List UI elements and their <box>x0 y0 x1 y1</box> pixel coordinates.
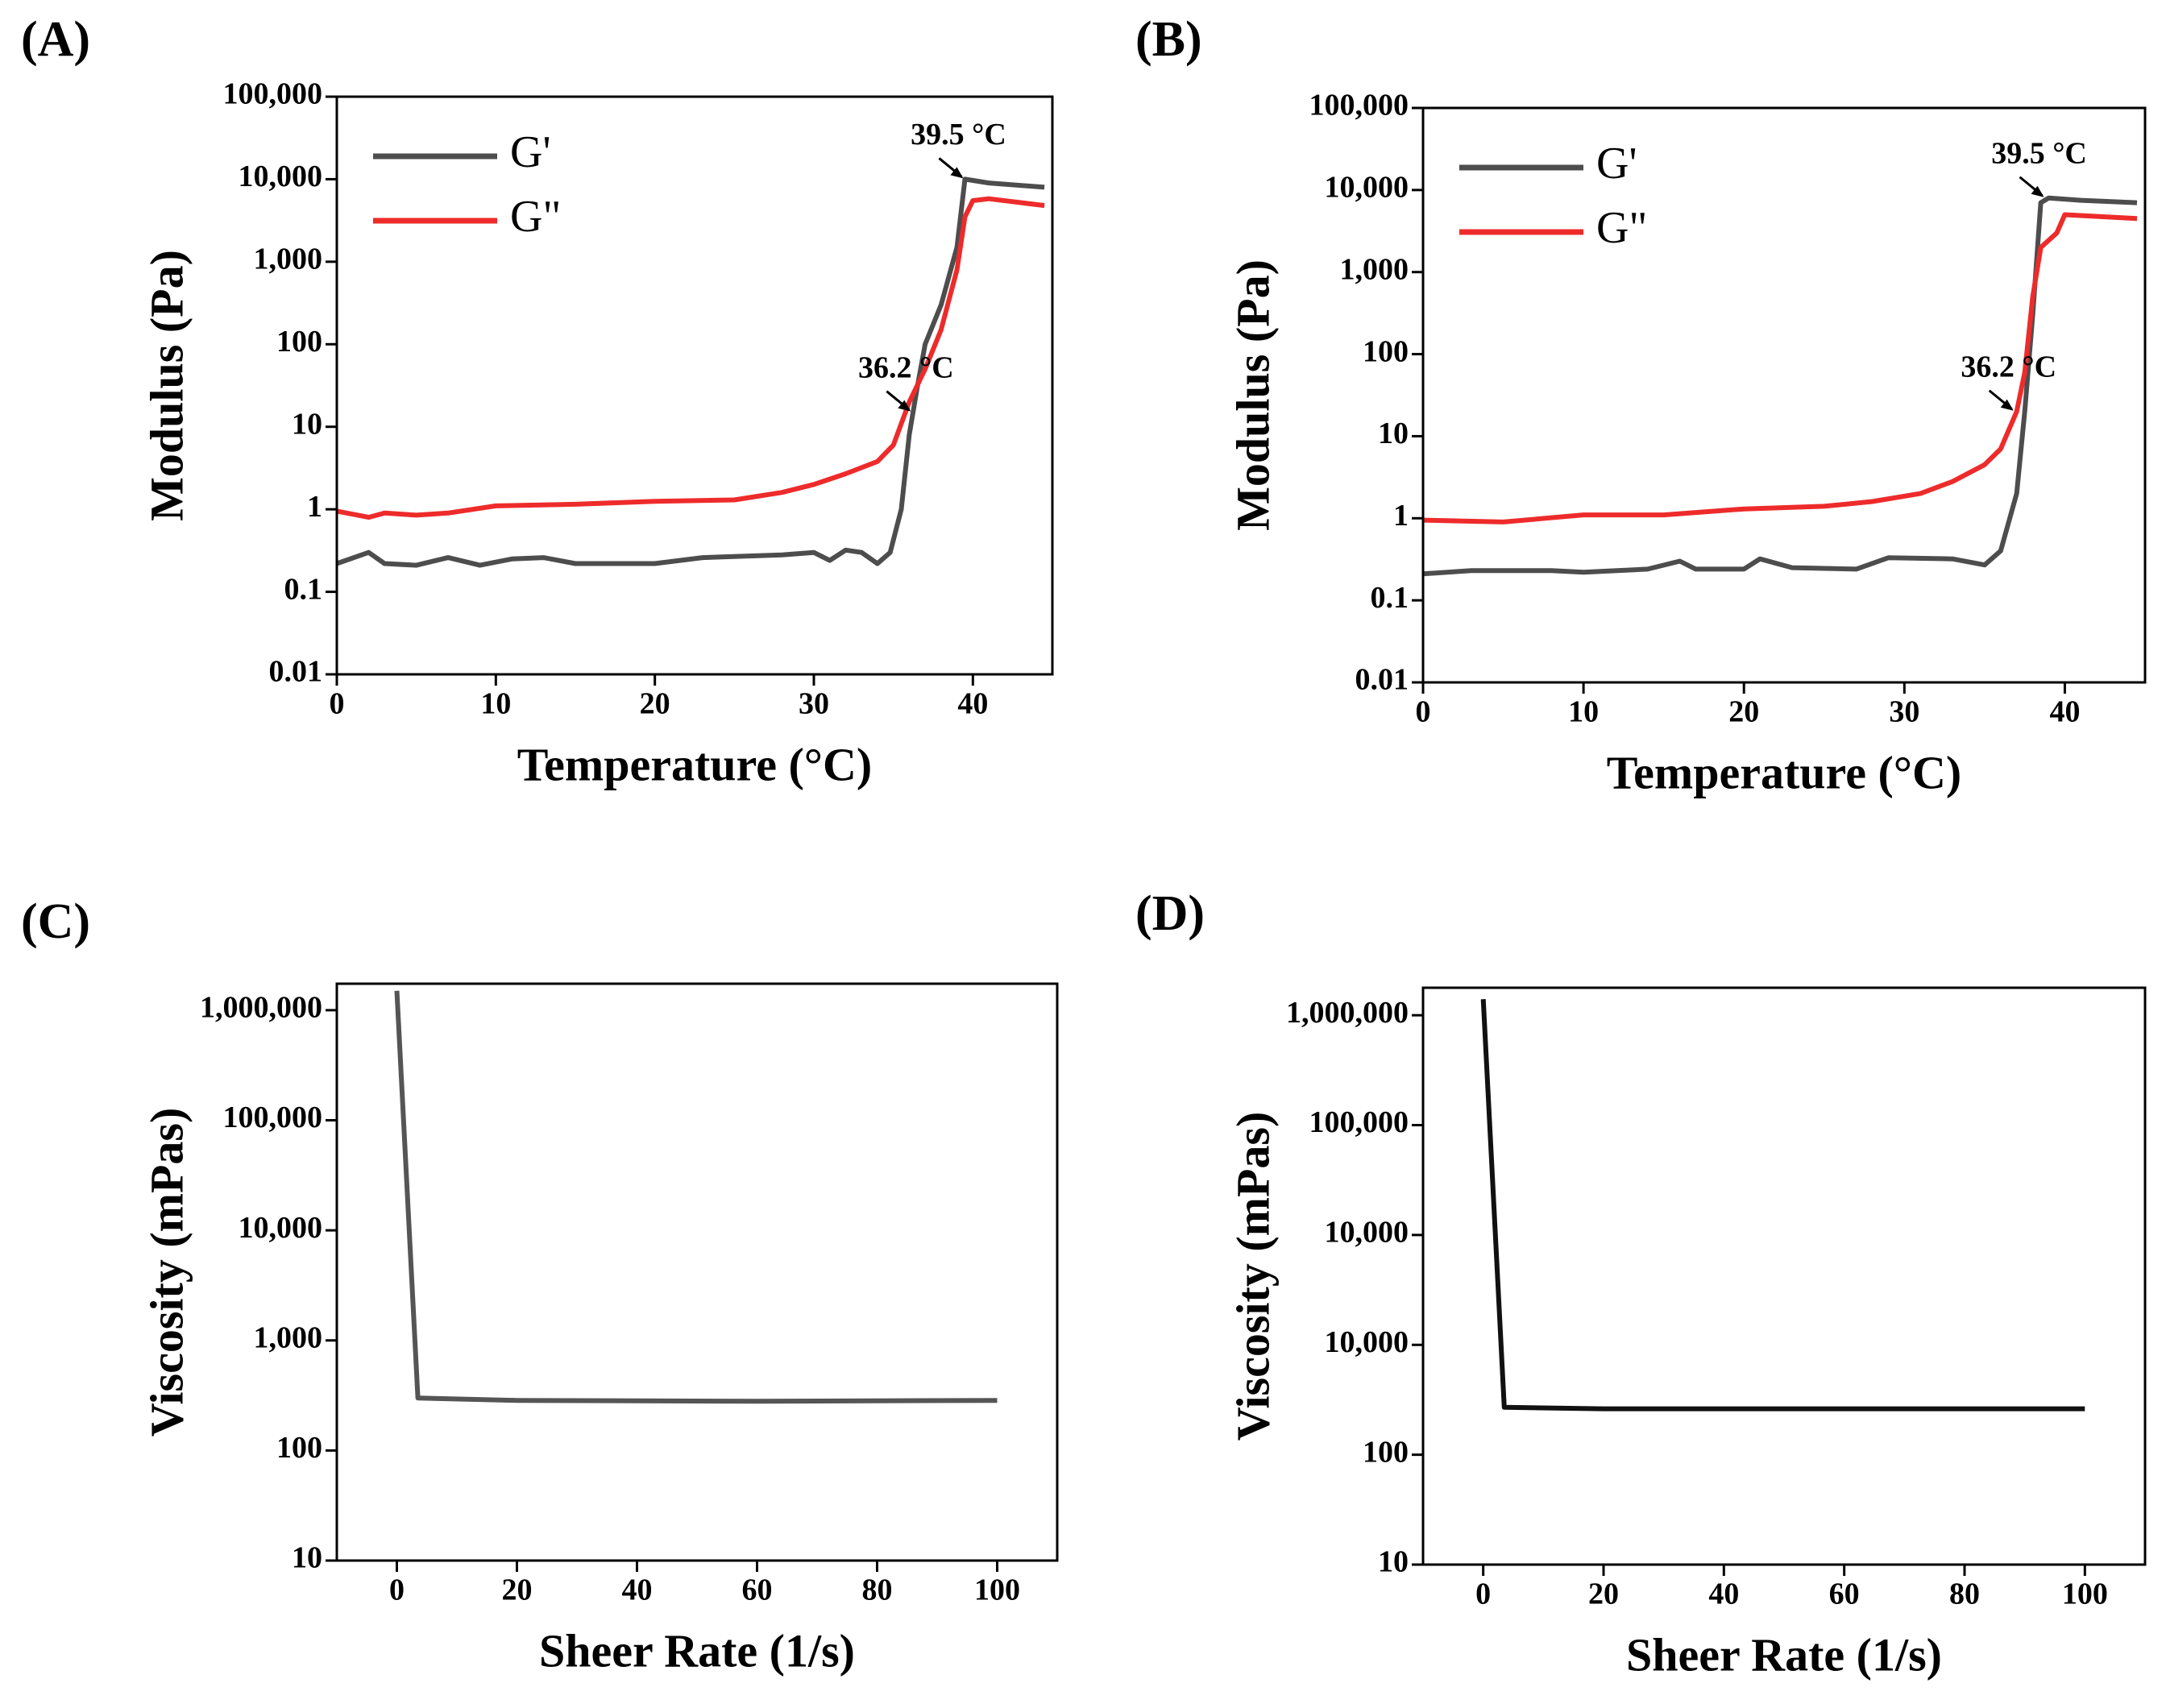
x-tick-label: 80 <box>862 1573 893 1607</box>
data-line <box>336 176 1045 568</box>
y-tick-label: 100 <box>1363 1435 1409 1469</box>
plot-frame <box>1421 106 2147 684</box>
arrow-head <box>2031 185 2044 197</box>
x-axis-title: Temperature (°C) <box>517 738 872 790</box>
x-tick-label: 80 <box>1949 1577 1980 1611</box>
y-tick-label: 10,000 <box>239 160 323 193</box>
x-tick-label: 60 <box>1829 1577 1860 1611</box>
x-tick-label: 20 <box>1728 695 1759 729</box>
y-tick-label: 100,000 <box>223 77 323 111</box>
plot-frame <box>335 982 1059 1562</box>
y-tick-label: 100,000 <box>1309 1105 1409 1139</box>
x-axis-title: Sheer Rate (1/s) <box>1626 1628 1942 1681</box>
x-tick-label: 30 <box>799 687 829 721</box>
x-axis-title: Temperature (°C) <box>1607 746 1961 798</box>
x-axis-title: Sheer Rate (1/s) <box>539 1624 855 1677</box>
y-tick-label: 1,000 <box>254 1320 323 1354</box>
data-line <box>1422 212 2138 524</box>
y-tick-label: 10,000 <box>239 1211 323 1245</box>
legend-label: G" <box>510 192 561 242</box>
y-tick-label: 1,000 <box>1340 252 1409 286</box>
x-tick-label: 0 <box>330 687 345 721</box>
y-tick-label: 10 <box>292 1541 322 1575</box>
x-tick-label: 40 <box>957 687 988 721</box>
panel-label: (A) <box>21 12 90 67</box>
x-tick-label: 0 <box>389 1573 405 1607</box>
y-tick-label: 1,000,000 <box>200 991 322 1025</box>
x-tick-label: 20 <box>1588 1577 1619 1611</box>
x-tick-label: 10 <box>1568 695 1599 729</box>
annotation: 39.5 °C <box>1991 136 2087 170</box>
x-tick-label: 0 <box>1475 1577 1491 1611</box>
panel-label: (C) <box>21 894 90 949</box>
x-tick-label: 100 <box>974 1573 1020 1607</box>
arrow-head <box>2000 399 2014 411</box>
y-axis-title: Modulus (Pa) <box>1226 259 1279 531</box>
y-axis-title: Viscosity (mPas) <box>140 1108 193 1437</box>
panel-label: (B) <box>1135 12 1202 67</box>
y-tick-label: 10 <box>1378 417 1409 450</box>
y-tick-label: 10,000 <box>1325 1325 1409 1359</box>
y-axis-title: Viscosity (mPas) <box>1226 1112 1279 1441</box>
y-tick-label: 10 <box>292 407 322 441</box>
y-tick-label: 0.1 <box>284 572 323 606</box>
x-tick-label: 40 <box>1708 1577 1739 1611</box>
y-tick-label: 100 <box>276 325 322 359</box>
x-tick-label: 100 <box>2062 1577 2108 1611</box>
y-tick-label: 10 <box>1378 1545 1409 1579</box>
legend-label: G' <box>1596 139 1637 189</box>
y-tick-label: 0.01 <box>269 655 323 689</box>
y-tick-label: 10,000 <box>1325 1216 1409 1250</box>
y-tick-label: 0.1 <box>1371 581 1409 615</box>
plot-frame <box>335 95 1054 676</box>
data-line <box>1480 999 2085 1412</box>
x-tick-label: 40 <box>622 1573 653 1607</box>
y-tick-label: 10,000 <box>1325 171 1409 205</box>
y-tick-label: 100,000 <box>1309 89 1409 122</box>
y-axis-title: Modulus (Pa) <box>140 250 193 521</box>
y-tick-label: 1,000 <box>254 243 323 276</box>
annotation: 36.2 °C <box>858 350 954 384</box>
y-tick-label: 100,000 <box>223 1101 323 1134</box>
arrow-head <box>898 400 911 412</box>
x-tick-label: 30 <box>1889 695 1919 729</box>
data-line <box>336 196 1045 520</box>
x-tick-label: 10 <box>480 687 511 721</box>
y-tick-label: 0.01 <box>1355 663 1409 697</box>
y-tick-label: 100 <box>1363 334 1409 368</box>
x-tick-label: 40 <box>2049 695 2080 729</box>
y-tick-label: 100 <box>276 1431 322 1465</box>
data-line <box>394 990 998 1404</box>
annotation: 39.5 °C <box>911 118 1006 151</box>
x-tick-label: 20 <box>640 687 670 721</box>
legend-label: G" <box>1596 203 1647 253</box>
annotation: 36.2 °C <box>1961 350 2056 383</box>
y-tick-label: 1 <box>307 490 322 524</box>
legend-label: G' <box>510 127 551 177</box>
x-tick-label: 0 <box>1416 695 1431 729</box>
x-tick-label: 60 <box>742 1573 773 1607</box>
plot-frame <box>1421 986 2147 1566</box>
y-tick-label: 1 <box>1393 499 1409 533</box>
x-tick-label: 20 <box>502 1573 533 1607</box>
y-tick-label: 1,000,000 <box>1286 996 1409 1030</box>
panel-label: (D) <box>1135 886 1205 941</box>
arrow-head <box>950 167 964 179</box>
